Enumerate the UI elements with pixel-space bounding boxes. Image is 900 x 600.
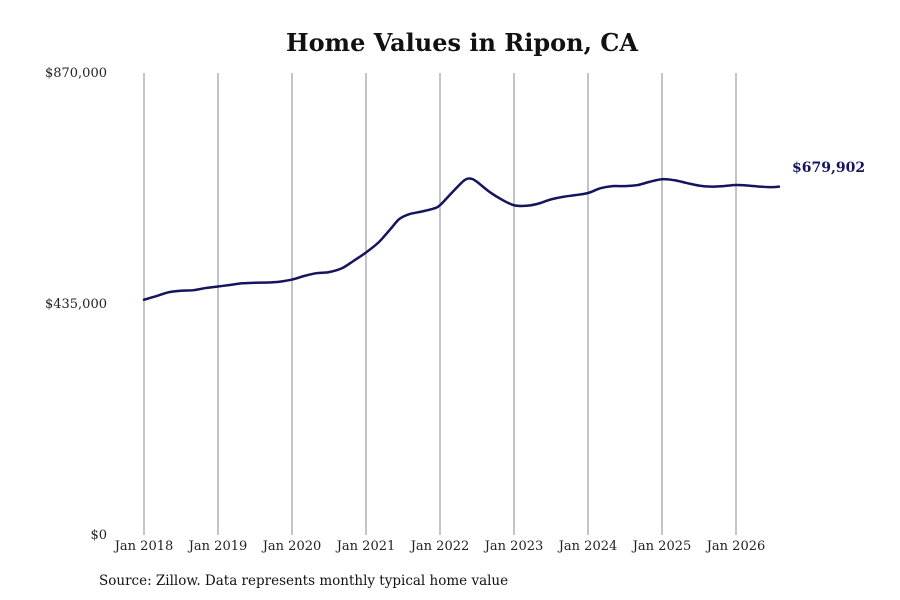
end-value-label: $679,902 — [792, 160, 865, 176]
y-tick-label: $870,000 — [45, 66, 107, 81]
y-axis-tick-labels: $0 $435,000 $870,000 — [45, 66, 107, 543]
grid-lines — [143, 73, 737, 535]
series-line-0 — [142, 177, 781, 301]
x-tick-label: Jan 2025 — [631, 539, 692, 554]
x-axis-tick-labels: Jan 2018 Jan 2019 Jan 2020 Jan 2021 Jan 2022… — [113, 539, 766, 554]
x-tick-label: Jan 2022 — [409, 539, 470, 554]
x-tick-label: Jan 2021 — [335, 539, 396, 554]
x-tick-label: Jan 2020 — [261, 539, 322, 554]
x-tick-label: Jan 2024 — [557, 539, 618, 554]
y-tick-label: $435,000 — [45, 297, 107, 312]
x-tick-label: Jan 2018 — [113, 539, 174, 554]
x-tick-label: Jan 2019 — [187, 539, 248, 554]
x-tick-label: Jan 2026 — [705, 539, 766, 554]
series-layer — [142, 177, 781, 301]
y-tick-label: $0 — [90, 528, 107, 543]
chart-title: Home Values in Ripon, CA — [286, 28, 638, 57]
source-note: Source: Zillow. Data represents monthly … — [99, 573, 509, 589]
x-tick-label: Jan 2023 — [483, 539, 544, 554]
